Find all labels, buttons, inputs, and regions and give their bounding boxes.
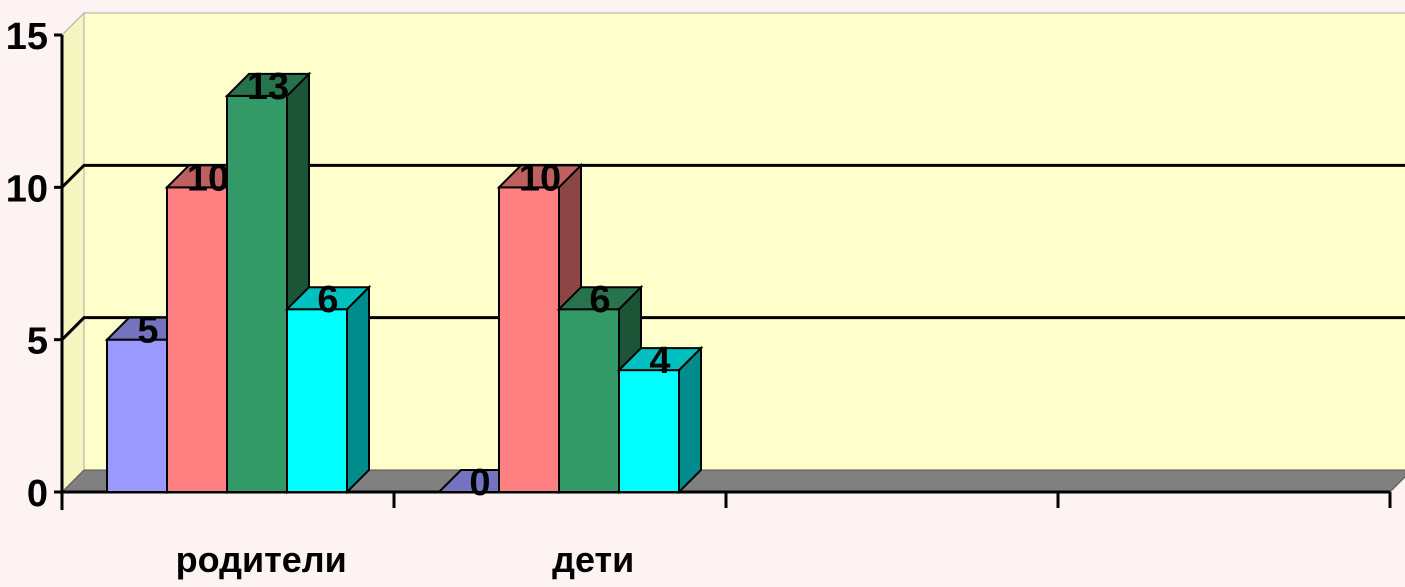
side-wall — [61, 11, 85, 494]
y-tick-label-3: 15 — [6, 16, 48, 58]
bar-0-0-front — [106, 338, 168, 493]
bar-0-3-front — [286, 308, 348, 494]
bar-1-3-front — [618, 369, 680, 493]
bar-0-2-top — [224, 72, 312, 97]
gridline-2 — [60, 163, 1405, 189]
data-label-1-2: 6 — [589, 279, 610, 321]
data-label-0-0: 5 — [137, 310, 158, 352]
bar-1-3-side — [678, 345, 702, 495]
bar-1-2-top — [556, 286, 644, 311]
bar-1-1-front — [498, 186, 560, 493]
data-label-1-3: 4 — [649, 340, 670, 382]
bar-0-2-front — [226, 94, 288, 494]
gridline-1 — [60, 316, 1405, 341]
bar-1-2-front — [558, 308, 620, 494]
bar-1-1-top — [496, 164, 584, 189]
data-label-1-1: 10 — [519, 157, 561, 199]
bar-1-3-top — [616, 347, 704, 372]
data-label-1-0: 0 — [469, 462, 490, 504]
y-tick-label-2: 10 — [6, 168, 48, 210]
bar-0-1-front — [166, 186, 228, 493]
data-label-0-3: 6 — [317, 279, 338, 321]
bar-0-3-side — [346, 284, 370, 495]
data-label-0-1: 10 — [187, 157, 229, 199]
x-category-label-1: дети — [552, 539, 634, 580]
y-tick-label-0: 0 — [27, 473, 48, 515]
x-category-label-0: родители — [176, 539, 347, 580]
y-tick-label-1: 5 — [27, 321, 48, 363]
data-label-0-2: 13 — [247, 66, 289, 108]
bar-0-3-top — [284, 286, 372, 311]
